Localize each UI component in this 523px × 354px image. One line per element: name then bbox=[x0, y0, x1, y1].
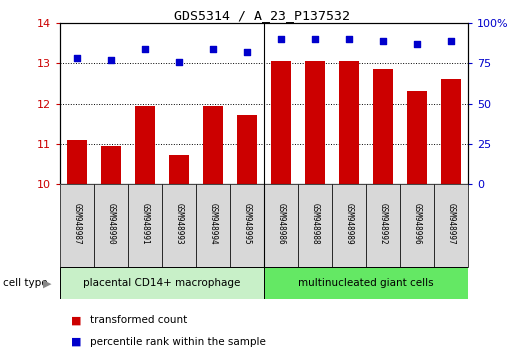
Point bbox=[243, 49, 252, 55]
Text: multinucleated giant cells: multinucleated giant cells bbox=[298, 278, 434, 288]
Point bbox=[175, 59, 184, 64]
Bar bbox=[298, 184, 332, 267]
Bar bbox=[60, 184, 94, 267]
Bar bbox=[67, 140, 87, 184]
Text: GSM948997: GSM948997 bbox=[447, 203, 456, 245]
Bar bbox=[196, 184, 230, 267]
Bar bbox=[237, 115, 257, 184]
Point bbox=[311, 36, 320, 42]
Bar bbox=[434, 184, 468, 267]
Point bbox=[141, 46, 150, 52]
Text: GSM948992: GSM948992 bbox=[379, 203, 388, 245]
Text: GSM948995: GSM948995 bbox=[243, 203, 252, 245]
Text: GSM948993: GSM948993 bbox=[175, 203, 184, 245]
Bar bbox=[441, 79, 461, 184]
Point bbox=[107, 57, 116, 63]
Bar bbox=[339, 61, 359, 184]
Point bbox=[379, 38, 388, 44]
Bar bbox=[305, 61, 325, 184]
Text: percentile rank within the sample: percentile rank within the sample bbox=[90, 337, 266, 347]
Bar bbox=[230, 184, 264, 267]
Point bbox=[447, 38, 456, 44]
Bar bbox=[366, 184, 400, 267]
Text: ■: ■ bbox=[71, 337, 81, 347]
Bar bbox=[128, 184, 162, 267]
Bar bbox=[162, 184, 196, 267]
Point bbox=[73, 56, 82, 61]
Bar bbox=[94, 184, 128, 267]
Text: GSM948991: GSM948991 bbox=[141, 203, 150, 245]
Bar bbox=[264, 184, 298, 267]
Text: GSM948994: GSM948994 bbox=[209, 203, 218, 245]
Point bbox=[413, 41, 422, 47]
Text: GSM948987: GSM948987 bbox=[73, 203, 82, 245]
Bar bbox=[400, 184, 434, 267]
Bar bbox=[264, 267, 468, 299]
Text: GDS5314 / A_23_P137532: GDS5314 / A_23_P137532 bbox=[174, 9, 349, 22]
Text: GSM948988: GSM948988 bbox=[311, 203, 320, 245]
Bar bbox=[169, 155, 189, 184]
Text: ■: ■ bbox=[71, 315, 81, 325]
Point bbox=[209, 46, 218, 52]
Text: transformed count: transformed count bbox=[90, 315, 188, 325]
Bar bbox=[101, 146, 121, 184]
Text: placental CD14+ macrophage: placental CD14+ macrophage bbox=[84, 278, 241, 288]
Bar bbox=[203, 105, 223, 184]
Bar bbox=[271, 61, 291, 184]
Text: GSM948986: GSM948986 bbox=[277, 203, 286, 245]
Bar bbox=[373, 69, 393, 184]
Point bbox=[277, 36, 286, 42]
Text: GSM948990: GSM948990 bbox=[107, 203, 116, 245]
Text: GSM948989: GSM948989 bbox=[345, 203, 354, 245]
Bar bbox=[135, 105, 155, 184]
Text: cell type: cell type bbox=[3, 278, 47, 288]
Point bbox=[345, 36, 354, 42]
Bar bbox=[407, 91, 427, 184]
Text: ▶: ▶ bbox=[43, 278, 52, 288]
Bar bbox=[60, 267, 264, 299]
Text: GSM948996: GSM948996 bbox=[413, 203, 422, 245]
Bar bbox=[332, 184, 366, 267]
